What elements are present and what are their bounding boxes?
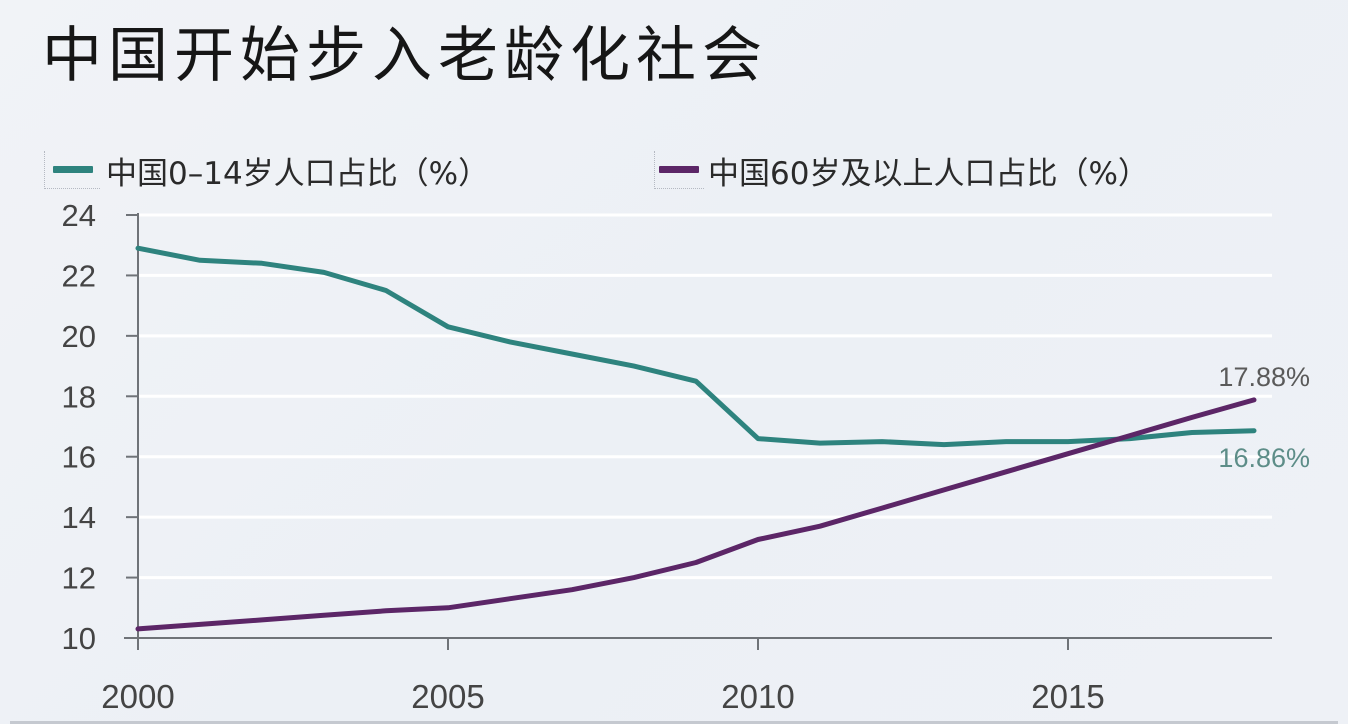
teal-line-swatch-icon: [53, 166, 93, 173]
elderly-end-value-label: 17.88%: [1218, 362, 1310, 392]
legend-item-children: 中国0–14岁人口占比（%）: [44, 150, 490, 192]
y-tick-label: 18: [62, 379, 96, 414]
y-tick-label: 16: [62, 440, 96, 475]
y-tick-label: 14: [62, 500, 96, 535]
y-tick-label: 24: [62, 198, 96, 233]
data-series: [135, 245, 1257, 632]
legend-item-elderly: 中国60岁及以上人口占比（%）: [654, 150, 1149, 192]
x-tick-label: 2000: [101, 678, 174, 715]
elderly-share-line: [135, 397, 1257, 632]
children-share-line: [135, 245, 1257, 448]
x-tick-label: 2015: [1031, 678, 1104, 715]
legend-swatch-frame: [654, 151, 704, 189]
legend-swatch-frame: [44, 151, 100, 189]
axes: [124, 213, 1272, 650]
x-tick-label: 2010: [721, 678, 794, 715]
y-tick-label: 12: [62, 561, 96, 596]
children-end-value-label: 16.86%: [1218, 443, 1310, 473]
y-tick-label: 20: [62, 319, 96, 354]
gridlines: [138, 213, 1272, 580]
y-axis-tick-labels: 10 12 14 16 18 20 22 24: [62, 198, 96, 656]
legend-label-children: 中国0–14岁人口占比（%）: [106, 155, 490, 192]
legend-label-elderly: 中国60岁及以上人口占比（%）: [708, 155, 1149, 192]
x-axis-tick-labels: 2000 2005 2010 2015: [101, 678, 1104, 715]
bottom-divider: [10, 721, 1338, 724]
purple-line-swatch-icon: [659, 166, 699, 173]
end-value-annotations: 17.88% 16.86%: [1218, 362, 1310, 473]
x-tick-label: 2005: [411, 678, 484, 715]
chart-title: 中国开始步入老龄化社会: [42, 21, 768, 91]
y-tick-label: 22: [62, 258, 96, 293]
y-tick-label: 10: [62, 621, 96, 656]
